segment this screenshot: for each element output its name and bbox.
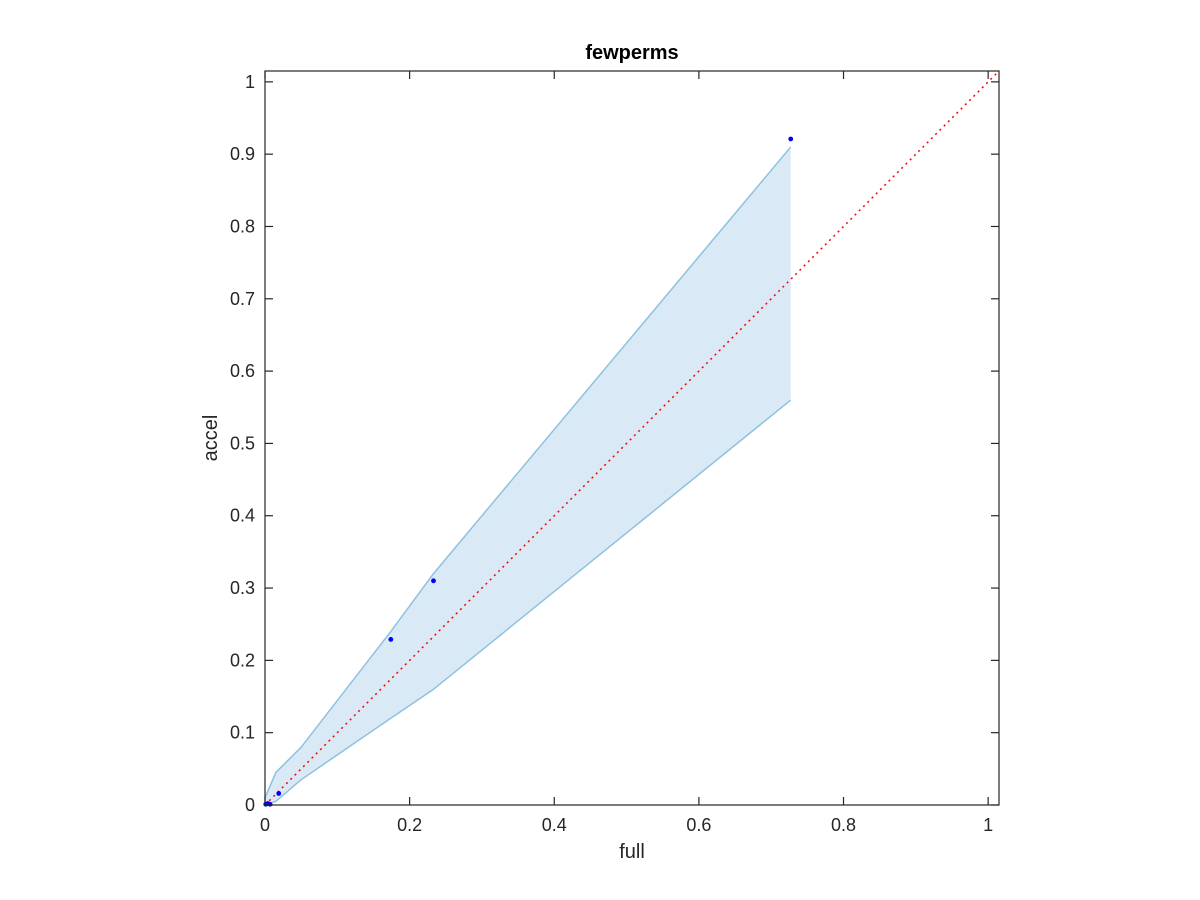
y-tick-label: 0.4 xyxy=(230,506,255,526)
reference-line-layer xyxy=(264,70,1000,806)
y-tick-label: 0.2 xyxy=(230,650,255,670)
data-point xyxy=(388,636,394,642)
x-tick-label: 0.4 xyxy=(542,815,567,835)
confidence-band-layer xyxy=(264,146,792,806)
x-tick-label: 1 xyxy=(983,815,993,835)
data-point xyxy=(788,136,794,142)
axes-box xyxy=(264,70,1000,806)
data-point xyxy=(267,801,273,807)
ticks-layer: 0 0.2 0.4 0.6 0.8 1 0 0.1 0.2 0.3 0.4 0.5 0.6 0.7 0.8 0… xyxy=(230,71,999,835)
data-point xyxy=(276,791,282,796)
y-tick-label: 0.8 xyxy=(230,216,255,236)
x-tick-label: 0.2 xyxy=(397,815,422,835)
chart-title: fewperms xyxy=(585,42,678,64)
band-fill xyxy=(265,146,791,805)
y-axis-label: accel xyxy=(200,415,222,462)
y-tick-label: 0.6 xyxy=(230,361,255,381)
y-tick-label: 0.9 xyxy=(230,144,255,164)
x-axis-label: full xyxy=(619,841,645,863)
y-tick-label: 1 xyxy=(245,72,255,92)
band-lower-edge xyxy=(264,399,792,806)
x-tick-label: 0 xyxy=(260,815,270,835)
y-tick-label: 0.3 xyxy=(230,578,255,598)
band-upper-edge xyxy=(264,146,792,799)
y-tick-label: 0.5 xyxy=(230,433,255,453)
data-point xyxy=(431,578,436,584)
y-tick-label: 0.7 xyxy=(230,289,255,309)
y-tick-label: 0.1 xyxy=(230,723,255,743)
x-tick-label: 0.8 xyxy=(831,815,856,835)
identity-line xyxy=(264,70,1000,806)
y-tick-label: 0 xyxy=(245,795,255,815)
x-tick-label: 0.6 xyxy=(686,815,711,835)
